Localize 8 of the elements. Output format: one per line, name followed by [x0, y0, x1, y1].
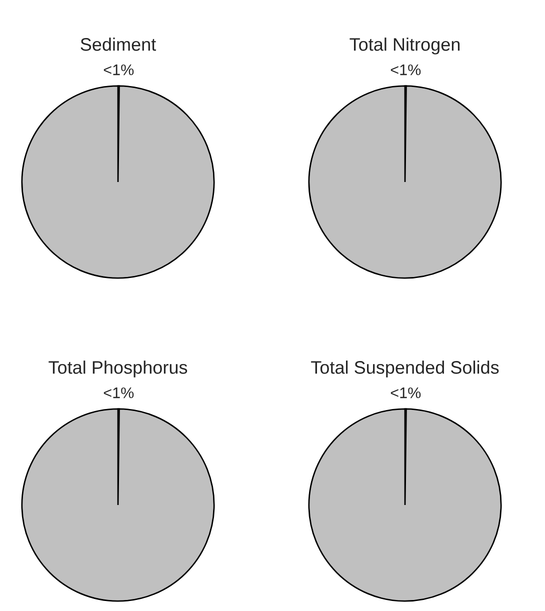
data-label: <1% [390, 64, 421, 76]
chart-title: Total Suspended Solids [311, 360, 499, 378]
data-label: <1% [104, 387, 134, 398]
data-label: <1% [390, 387, 421, 398]
chart-title: Total Phosphorus [48, 360, 188, 378]
chart-title: Total Nitrogen [350, 38, 460, 54]
chart-title: Sediment [80, 38, 156, 51]
data-label: <1% [104, 64, 134, 76]
